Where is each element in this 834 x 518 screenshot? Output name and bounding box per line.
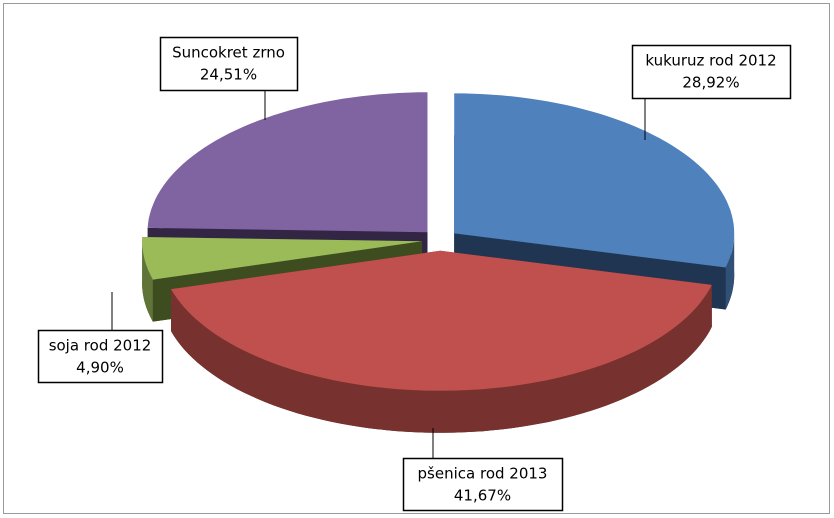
slice-outer-wall [725, 233, 735, 310]
pie-slice [147, 92, 428, 233]
slice-outer-wall [171, 284, 712, 433]
slice-outer-wall [142, 241, 153, 322]
pie-slice [171, 250, 712, 391]
data-label-value: 41,67% [454, 487, 511, 505]
pie-slice [142, 237, 423, 280]
data-label-value: 24,51% [200, 66, 257, 84]
data-label-name: kukuruz rod 2012 [645, 52, 776, 70]
data-label-name: soja rod 2012 [49, 337, 152, 355]
data-label-box [37, 329, 164, 384]
data-label-box [402, 457, 564, 512]
data-label-name: Suncokret zrno [172, 44, 285, 62]
pie-slice [454, 93, 735, 268]
data-label-name: pšenica rod 2013 [418, 465, 548, 483]
data-label-value: 28,92% [682, 74, 739, 92]
data-label-value: 4,90% [76, 359, 124, 377]
data-label-box [631, 44, 792, 100]
data-label-box [159, 36, 299, 92]
